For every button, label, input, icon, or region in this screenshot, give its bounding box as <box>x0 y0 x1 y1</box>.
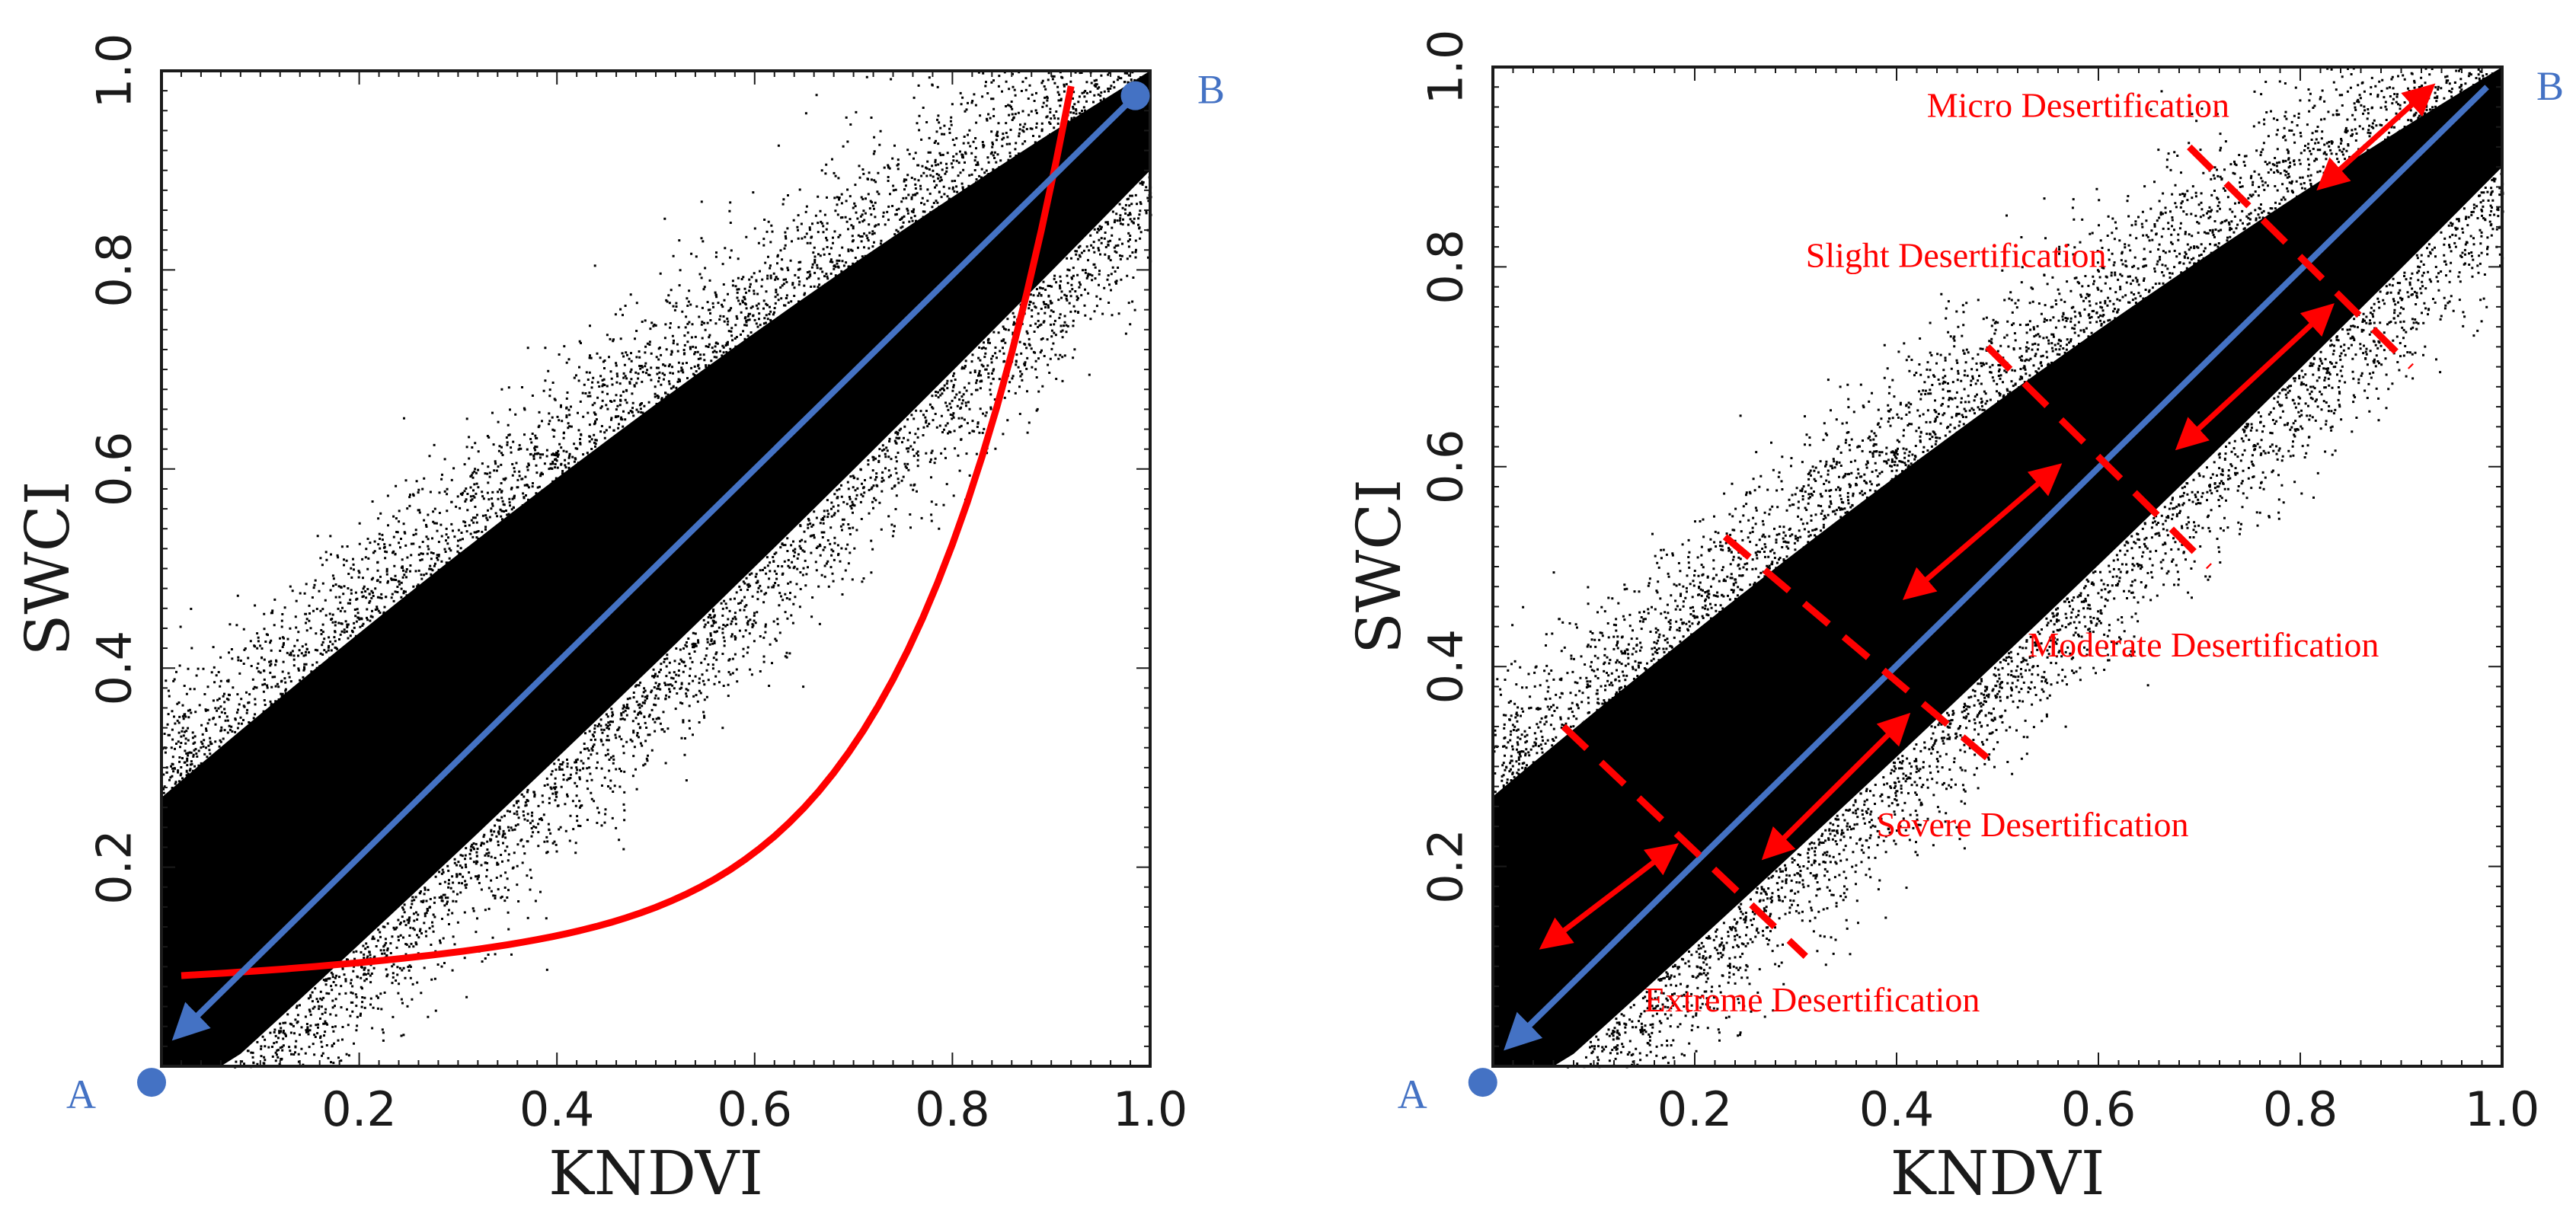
left-scatter-points <box>161 71 1152 1069</box>
right-x-tick-label: 0.4 <box>1859 1081 1935 1137</box>
zone-arrow-2 <box>1761 712 1911 861</box>
left-panel: 0.2 0.4 0.6 0.8 1.0 0.2 0.4 0.6 0.8 1.0 A B KNDV… <box>12 34 1225 1209</box>
left-point-b <box>1120 81 1150 110</box>
left-frame-group <box>160 69 1152 1068</box>
right-y-tick-label: 0.8 <box>1418 229 1474 305</box>
left-y-tick-label: 0.4 <box>87 631 142 706</box>
right-x-axis-title: KNDVI <box>1890 1138 2105 1209</box>
left-y-axis-title: SWCI <box>12 481 83 657</box>
left-x-tick-label: 0.2 <box>321 1081 397 1137</box>
left-x-tick-label: 0.6 <box>717 1081 792 1137</box>
zone-arrow-1 <box>1539 843 1680 950</box>
zone-arrow-5 <box>2316 83 2436 191</box>
right-y-tick-label: 1.0 <box>1418 30 1474 105</box>
zone-boundary-4 <box>2187 144 2414 369</box>
left-x-tick-label: 0.8 <box>915 1081 990 1137</box>
zone-label-1: Extreme Desertification <box>1644 980 1980 1019</box>
right-y-ticks: 0.2 0.4 0.6 0.8 1.0 <box>1418 30 1474 904</box>
right-x-tick-label: 0.6 <box>2061 1081 2137 1137</box>
zone-arrow-3 <box>1902 463 2063 600</box>
right-x-tick-label: 0.2 <box>1657 1081 1733 1137</box>
left-y-tick-label: 0.6 <box>87 431 142 506</box>
left-x-tick-label: 1.0 <box>1113 1081 1188 1137</box>
right-frame-group <box>1491 65 2504 1068</box>
left-y-ticks: 0.2 0.4 0.6 0.8 1.0 <box>87 34 142 905</box>
left-y-tick-label: 0.8 <box>87 232 142 308</box>
left-x-tick-label: 0.4 <box>519 1081 595 1137</box>
right-zone-boundaries <box>1561 144 2414 959</box>
left-red-curve <box>181 85 1075 979</box>
right-point-a-label: A <box>1398 1072 1427 1117</box>
right-y-tick-label: 0.2 <box>1418 829 1474 904</box>
zone-label-2: Severe Desertification <box>1877 805 2189 844</box>
left-point-b-label: B <box>1197 67 1225 113</box>
right-y-tick-label: 0.4 <box>1418 629 1474 704</box>
right-point-a <box>1468 1068 1497 1097</box>
zone-label-4: Slight Desertification <box>1806 235 2107 274</box>
left-point-a-label: A <box>66 1072 96 1117</box>
left-y-tick-label: 1.0 <box>87 34 142 109</box>
left-y-tick-label: 0.2 <box>87 829 142 905</box>
zone-boundary-2 <box>1722 534 2000 769</box>
zone-arrow-4 <box>2175 303 2335 451</box>
zone-boundary-1 <box>1561 724 1808 959</box>
left-x-axis-title: KNDVI <box>548 1138 763 1209</box>
right-zone-labels: Extreme Desertification Severe Desertific… <box>1644 86 2379 1019</box>
left-ab-line <box>171 98 1133 1041</box>
zone-boundary-3 <box>1985 344 2212 570</box>
right-point-b-label: B <box>2536 63 2564 109</box>
right-x-ticks: 0.2 0.4 0.6 0.8 1.0 <box>1657 1081 2540 1137</box>
right-y-tick-label: 0.6 <box>1418 429 1474 504</box>
right-panel: 0.2 0.4 0.6 0.8 1.0 0.2 0.4 0.6 0.8 1.0 Extreme … <box>1344 30 2564 1209</box>
right-x-tick-label: 1.0 <box>2465 1081 2540 1137</box>
left-x-ticks: 0.2 0.4 0.6 0.8 1.0 <box>321 1081 1187 1137</box>
right-ab-line <box>1504 85 2489 1051</box>
right-y-axis-title: SWCI <box>1344 479 1414 654</box>
zone-label-5: Micro Desertification <box>1927 86 2229 125</box>
left-point-a <box>137 1068 167 1097</box>
right-zone-arrows <box>1539 83 2436 950</box>
zone-label-3: Moderate Desertification <box>2028 625 2379 664</box>
right-x-tick-label: 0.8 <box>2263 1081 2338 1137</box>
